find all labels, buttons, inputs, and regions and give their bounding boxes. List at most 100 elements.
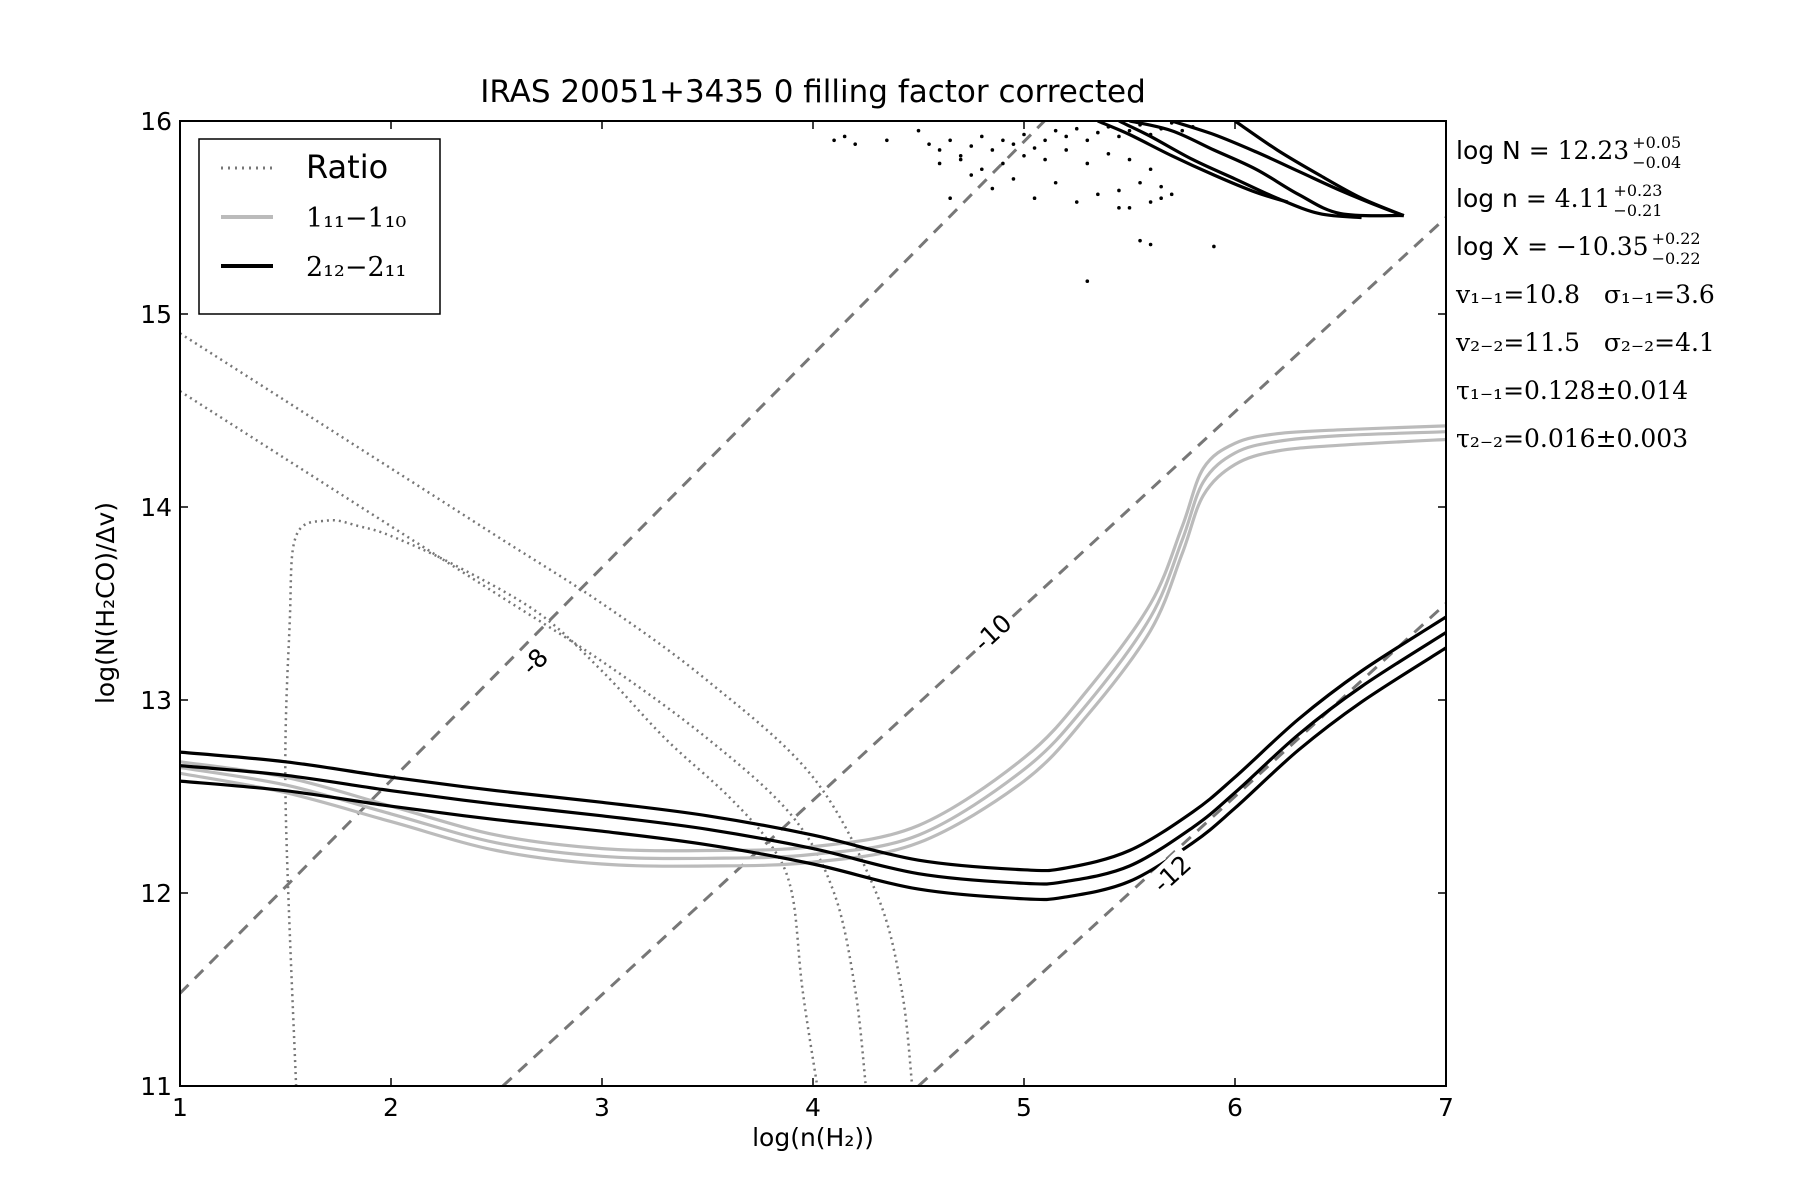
scatter-point [1106, 124, 1111, 129]
scatter-point [1117, 206, 1121, 210]
scatter-point [1117, 188, 1121, 193]
scatter-point [969, 173, 974, 177]
annotation-line: log N = 12.23 [1456, 136, 1629, 165]
scatter-point [916, 128, 921, 133]
diagonal-label-bg [1144, 847, 1199, 901]
diagonal-label: -10 [968, 608, 1018, 657]
scatter-point [1053, 128, 1058, 133]
scatter-point [948, 196, 952, 200]
diagonal-label-bg [965, 605, 1020, 660]
scatter-point [927, 142, 931, 146]
scatter-point [1127, 157, 1132, 162]
scatter-point [1001, 138, 1005, 143]
scatter-point [1096, 130, 1100, 135]
scatter-point [1022, 153, 1026, 158]
scatter-point [1148, 167, 1153, 172]
series-line-10 [1129, 121, 1404, 218]
diagonal-label-bg [507, 634, 562, 689]
annotation-line: v₁₋₁=10.8 σ₁₋₁=3.6 [1455, 280, 1715, 309]
annotation-sup: +0.23 [1613, 181, 1662, 200]
series-line-6 [180, 437, 1446, 868]
scatter-point [990, 186, 995, 191]
series-line-13 [1097, 121, 1289, 204]
annotation-line: v₂₋₂=11.5 σ₂₋₂=4.1 [1455, 328, 1715, 357]
scatter-point [1159, 184, 1163, 189]
annotation-line: τ₂₋₂=0.016±0.003 [1456, 424, 1688, 453]
scatter-point [1159, 126, 1163, 131]
legend-label: 2₁₂−2₁₁ [306, 252, 406, 283]
x-tick-label: 3 [594, 1093, 610, 1122]
scatter-point [1138, 180, 1142, 185]
series-line-1 [284, 518, 819, 1086]
annotation-sup: +0.22 [1652, 229, 1701, 248]
annotation-line: τ₁₋₁=0.128±0.014 [1456, 376, 1688, 405]
plot-area: -8 -10 -12 [180, 121, 1446, 1086]
y-tick-label: 16 [140, 107, 172, 136]
series-line-2 [180, 390, 868, 1086]
scatter-point [1191, 124, 1195, 129]
scatter-point [1085, 161, 1090, 166]
x-tick-label: 1 [172, 1093, 188, 1122]
diagonal-line-2 [501, 216, 1446, 1086]
series-line-9 [180, 646, 1446, 902]
scatter-point [1032, 146, 1037, 150]
legend-label: Ratio [306, 148, 388, 186]
scatter-point [969, 144, 974, 148]
scatter-point [980, 167, 984, 172]
scatter-point [1074, 126, 1079, 131]
scatter-point [885, 138, 889, 143]
legend-label: 1₁₁−1₁₀ [306, 203, 406, 234]
scatter-point [1032, 196, 1037, 200]
diagonal-label: -12 [1147, 850, 1197, 899]
y-axis-label: log(N(H₂CO)/Δv) [91, 502, 120, 704]
scatter-point [1011, 177, 1016, 181]
annotation-sup: +0.05 [1632, 133, 1681, 152]
scatter-point [1138, 238, 1142, 243]
scatter-point [1212, 244, 1216, 249]
scatter-point [1169, 121, 1174, 125]
scatter-point [1148, 132, 1153, 137]
scatter-point [948, 138, 952, 143]
scatter-point [1064, 148, 1068, 152]
scatter-point [1085, 138, 1090, 143]
scatter-point [1043, 157, 1047, 162]
legend: Ratio 1₁₁−1₁₀ 2₁₂−2₁₁ [198, 138, 441, 315]
x-tick-label: 6 [1227, 1093, 1243, 1122]
annotation-line: log n = 4.11 [1456, 184, 1610, 213]
scatter-point [1064, 134, 1068, 139]
scatter-point [937, 148, 942, 152]
x-tick-label: 4 [805, 1093, 821, 1122]
series-line-4 [180, 424, 1446, 853]
scatter-point [958, 153, 963, 158]
scatter-point [1159, 196, 1163, 200]
scatter-point [853, 142, 857, 146]
scatter-point [1117, 134, 1121, 139]
scatter-point [1074, 200, 1079, 204]
scatter-point [1011, 142, 1016, 146]
series-line-11 [1118, 121, 1362, 220]
scatter-point [1043, 138, 1047, 143]
scatter-point [1106, 152, 1111, 156]
scatter-point [990, 148, 995, 152]
series-line-8 [180, 631, 1446, 886]
scatter-point [958, 157, 963, 162]
y-tick-label: 14 [140, 493, 172, 522]
annotation-panel: log N = 12.23 +0.05−0.04 log n = 4.11 +0.23… [1455, 133, 1715, 453]
series-line-7 [180, 615, 1446, 873]
scatter-point [842, 134, 847, 139]
series-line-3 [180, 332, 914, 1086]
annotation-sub: −0.21 [1613, 201, 1662, 220]
scatter-point [1127, 206, 1132, 210]
annotation-line: log X = −10.35 [1456, 232, 1649, 261]
y-tick-label: 13 [140, 686, 172, 715]
scatter-point [1138, 123, 1142, 127]
annotation-sub: −0.04 [1632, 153, 1681, 172]
x-tick-label: 2 [383, 1093, 399, 1122]
scatter-point [1169, 192, 1174, 197]
scatter-point [1180, 128, 1185, 133]
scatter-point [1148, 200, 1153, 204]
scatter-point [832, 138, 836, 143]
diagonal-line-3 [917, 602, 1446, 1086]
